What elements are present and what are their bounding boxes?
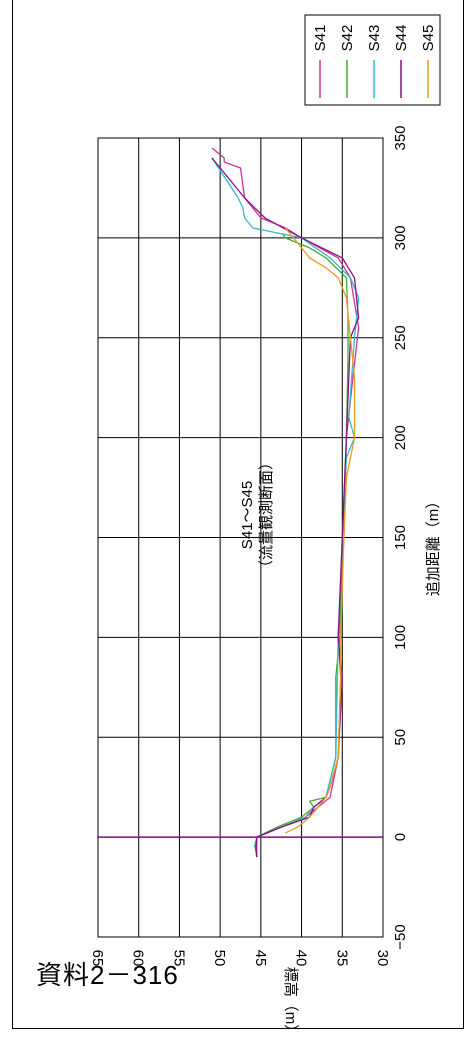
x-tick-label: 100 [392,625,409,650]
legend-label-s45: S45 [420,25,437,52]
x-tick-label: 50 [392,729,409,746]
x-tick-label: 0 [392,833,409,841]
chart-ticks: −50 0 50 100 150 200 250 300 350 30 35 40 45 50 55 60 65 [89,125,409,966]
legend-label-s43: S43 [366,25,383,52]
plot-border [97,137,384,938]
chart-title: S41～S45 [239,481,256,549]
y-tick-label: 55 [170,950,187,967]
y-tick-label: 45 [252,950,269,967]
chart-legend: S41 S42 S43 S44 S45 [304,14,441,106]
legend-label-s42: S42 [339,25,356,52]
chart-marks [98,147,383,858]
y-tick-label: 65 [89,950,106,967]
document-label: 資料2－316 [36,960,179,990]
y-tick-label: 50 [211,950,228,967]
x-tick-label: 300 [392,225,409,250]
y-tick-label: 40 [293,950,310,967]
legend-label-s44: S44 [393,25,410,52]
series-line-s43 [211,157,360,848]
legend-label-s41: S41 [312,25,329,52]
x-tick-label: 150 [392,525,409,550]
x-tick-label: 200 [392,425,409,450]
series-line-s41 [211,147,360,858]
chart-subtitle: （流量観測断面） [258,455,275,575]
x-tick-label: 350 [392,125,409,150]
x-tick-label: 250 [392,325,409,350]
series-line-s44 [211,157,360,858]
series-line-s45 [284,227,356,834]
y-tick-label: 35 [333,950,350,967]
y-axis-label: 標高（m） [282,967,299,1040]
x-tick-label: −50 [392,924,409,949]
figure-frame [12,0,464,1029]
y-tick-label: 60 [130,950,147,967]
x-axis-label: 追加距離（m） [424,494,442,597]
y-tick-label: 30 [374,950,391,967]
